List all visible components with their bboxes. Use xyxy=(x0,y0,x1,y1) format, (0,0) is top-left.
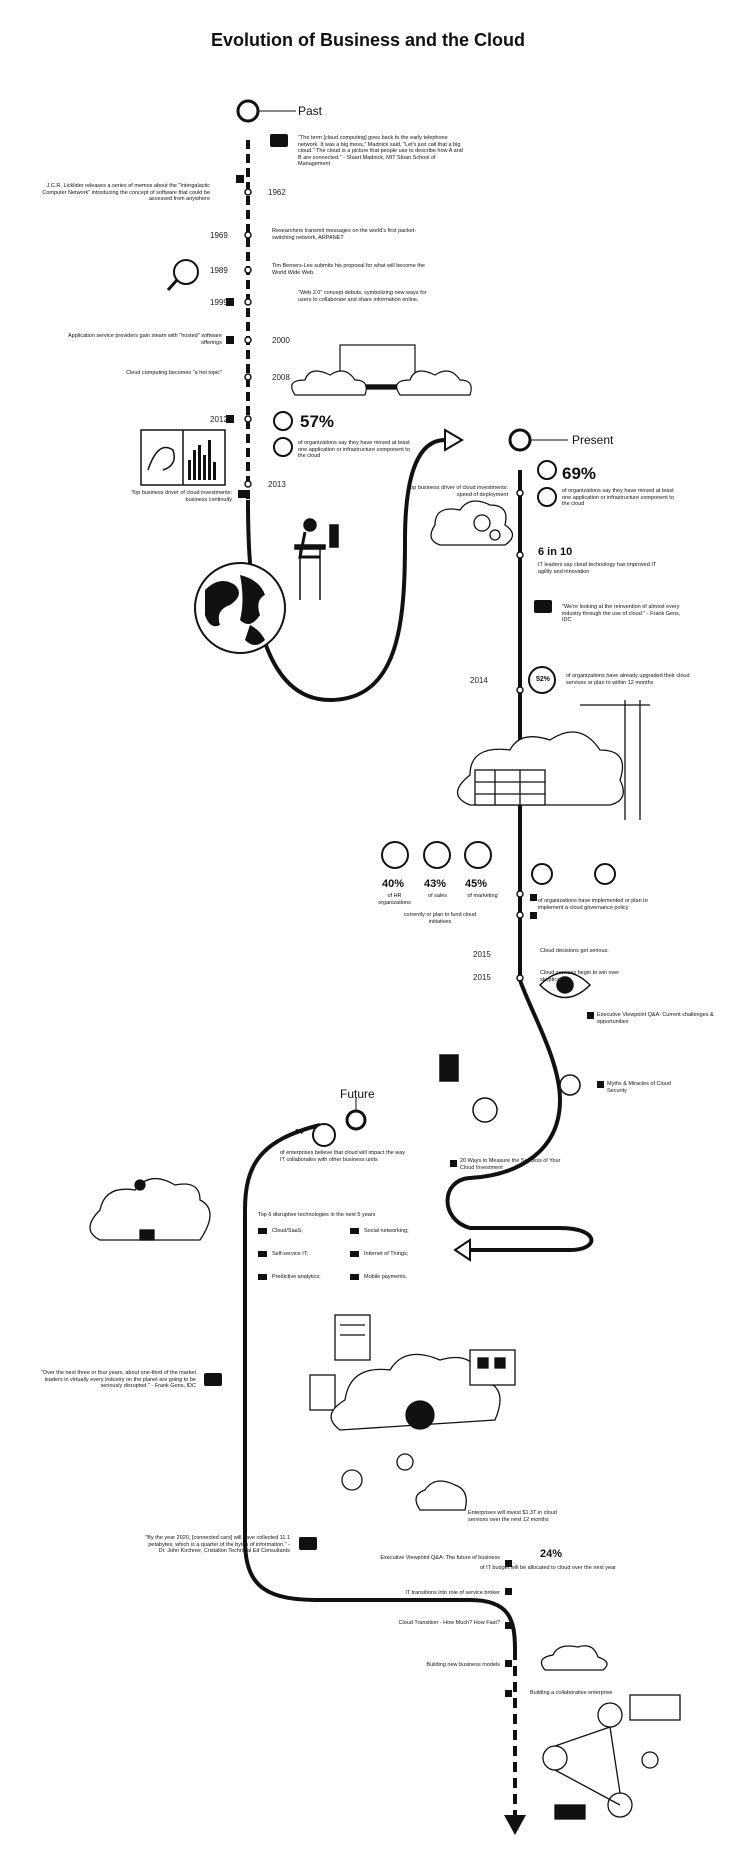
tech-item-5: Predictive analytics; xyxy=(272,1274,321,1280)
past-stat-value: 57% xyxy=(300,412,335,431)
dept-sales-label: of sales xyxy=(428,893,447,899)
past-stat-text: of organizations say they have moved at … xyxy=(298,440,410,459)
year-1999: 1999 xyxy=(210,298,228,307)
tech-item-2: Social networking; xyxy=(364,1228,409,1234)
future-stat24-text: of IT budget will be allocated to cloud … xyxy=(480,1565,616,1571)
present-node xyxy=(508,428,532,452)
chart-document-illustration xyxy=(140,429,226,486)
arrow-end xyxy=(504,1815,526,1835)
tech-title: Top 6 disruptive technologies in the nex… xyxy=(258,1212,376,1218)
event-1989: Tim Berners-Lee submits his proposal for… xyxy=(272,263,425,276)
event-2013: Top business driver of cloud investments… xyxy=(131,490,232,503)
present-stat3-text: of organizations have already upgraded t… xyxy=(566,673,690,686)
present-stat3-value: 52% xyxy=(535,676,550,683)
present-stat2-value: 6 in 10 xyxy=(538,546,573,558)
event-2015b: Cloud services begin to win over skeptic… xyxy=(540,970,620,983)
globe-illustration xyxy=(194,562,286,654)
dept-hr-label: of HR organizations xyxy=(378,893,411,906)
dept-sales-value: 43% xyxy=(424,878,447,890)
year-2014: 2014 xyxy=(470,676,488,685)
present-stat2-text: IT leaders say cloud technology has impr… xyxy=(538,562,657,575)
section-present-label: Present xyxy=(572,433,614,447)
future-stat-value: 94 xyxy=(295,1129,303,1136)
link-cloud-transition[interactable]: Cloud Transition - How Much? How Fast? xyxy=(398,1620,500,1626)
link-measure-success[interactable]: 20 Ways to Measure the Success of Your C… xyxy=(460,1158,561,1171)
arrow-present xyxy=(444,428,464,452)
future-quote1: "Over the next three or four years, abou… xyxy=(40,1370,196,1389)
section-future-label: Future xyxy=(340,1087,375,1101)
future-cloud-people-illustration xyxy=(89,1178,211,1241)
future-quote2: "By the year 2020, [connected cars] will… xyxy=(145,1535,290,1554)
link-myths-security[interactable]: Myths & Miracles of Cloud Security xyxy=(607,1081,671,1094)
depts-caption: currently or plan to fund cloud initiati… xyxy=(403,912,477,925)
security-eye-illustration xyxy=(439,971,592,1123)
section-past-label: Past xyxy=(298,104,323,118)
dept-marketing-label: of marketing xyxy=(467,893,498,899)
future-stat24-value: 24% xyxy=(540,1548,563,1560)
present-driver: Top business driver of cloud investments… xyxy=(407,485,508,498)
page-title: Evolution of Business and the Cloud xyxy=(210,30,525,50)
year-1969: 1969 xyxy=(210,231,228,240)
year-1989: 1989 xyxy=(210,266,228,275)
year-2012: 2012 xyxy=(210,415,228,424)
person-desk-illustration xyxy=(294,518,339,600)
collab-label: Building a collaborative enterprise xyxy=(530,1690,613,1696)
past-node xyxy=(236,99,260,123)
present-stat1-text: of organizations say they have moved at … xyxy=(562,488,674,507)
year-2015b: 2015 xyxy=(473,973,491,982)
year-2013: 2013 xyxy=(268,480,286,489)
tech-item-6: Mobile payments. xyxy=(364,1274,408,1280)
arrow-future xyxy=(453,1238,471,1262)
tech-item-4: Internet of Things; xyxy=(364,1251,409,1257)
future-curve xyxy=(243,1123,517,1651)
laptop-cloud-illustration xyxy=(291,344,472,396)
event-2008: Cloud computing becomes "a hot topic" xyxy=(126,370,222,376)
past-quote: "The term [cloud computing] goes back to… xyxy=(298,135,463,167)
present-policy: of organizations have implemented or pla… xyxy=(538,898,648,911)
year-1962: 1962 xyxy=(268,188,286,197)
collab-network-illustration xyxy=(540,1645,681,1820)
future-stat-text: of enterprises believe that cloud will i… xyxy=(280,1150,406,1163)
tech-item-3: Self-service IT; xyxy=(272,1251,309,1257)
event-1999: "Web 2.0" concept debuts, symbolizing ne… xyxy=(298,290,427,303)
link-service-broker[interactable]: IT transitions into role of service brok… xyxy=(405,1590,500,1596)
future-node xyxy=(345,1109,367,1131)
event-1962: J.C.R. Licklider releases a series of me… xyxy=(42,183,210,202)
past-curve xyxy=(246,438,446,703)
event-2015a: Cloud decisions get serious. xyxy=(540,948,609,954)
year-2000: 2000 xyxy=(272,336,290,345)
present-stat1-value: 69% xyxy=(562,464,597,483)
future-invest: Enterprises will invest $1.3T in cloud s… xyxy=(468,1510,557,1523)
tech-item-1: Cloud/SaaS; xyxy=(272,1228,303,1234)
gears-cloud-illustration xyxy=(430,500,514,546)
year-2015a: 2015 xyxy=(473,950,491,959)
year-2008: 2008 xyxy=(272,373,290,382)
dept-marketing-value: 45% xyxy=(465,878,488,890)
event-2000: Application service providers gain steam… xyxy=(67,333,222,346)
future-tech-cloud-illustration xyxy=(309,1314,516,1511)
dept-hr-value: 40% xyxy=(382,878,405,890)
link-business-models[interactable]: Building new business models xyxy=(426,1662,500,1668)
present-quote: "We're looking at the reinvention of alm… xyxy=(562,604,681,623)
construction-cloud-illustration xyxy=(456,700,650,820)
link-future-business[interactable]: Executive Viewpoint Q&A: The future of b… xyxy=(380,1555,500,1561)
present-curve xyxy=(445,979,594,1252)
link-current-challenges[interactable]: Executive Viewpoint Q&A: Current challen… xyxy=(597,1012,714,1025)
event-1969: Researchers transmit messages on the wor… xyxy=(272,228,417,241)
